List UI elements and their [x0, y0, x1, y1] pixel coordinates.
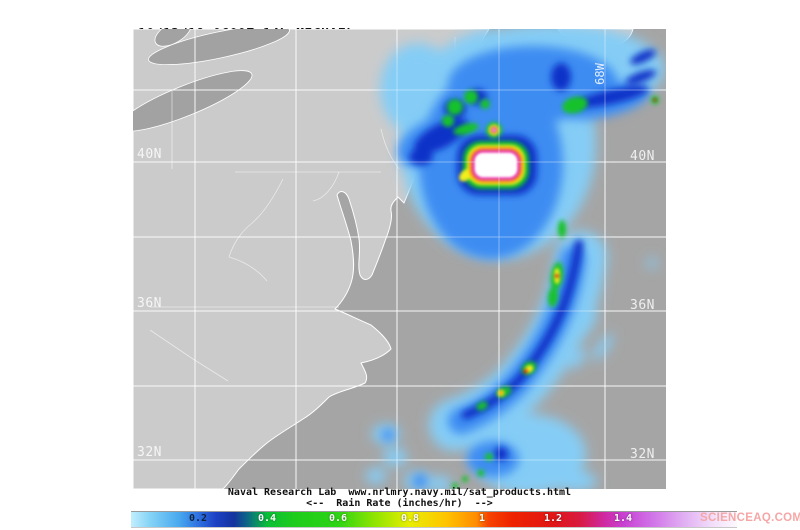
- lat-label-36n-right: 36N: [630, 298, 655, 313]
- lakes-layer: [133, 29, 290, 132]
- colorbar-tick-0.8: 0.8: [400, 513, 420, 524]
- colorbar-tick-1.2: 1.2: [543, 513, 563, 524]
- rain-rate-caption: <-- Rain Rate (inches/hr) -->: [306, 498, 493, 509]
- colorbar-tick-1: 1: [478, 513, 486, 524]
- satellite-rain-map: 40N 36N 32N 40N 36N 32N 68W: [133, 29, 666, 489]
- rain-rate-colorbar: 0.2 0.4 0.6 0.8 1 1.2 1.4: [131, 511, 737, 528]
- lat-label-32n-right: 32N: [630, 447, 655, 462]
- lat-label-36n-left: 36N: [137, 296, 162, 311]
- colorbar-tick-1.4: 1.4: [613, 513, 633, 524]
- lat-label-32n-left: 32N: [137, 445, 162, 460]
- lat-label-40n-right: 40N: [630, 149, 655, 164]
- map-svg: [133, 29, 666, 489]
- colorbar-tick-0.2: 0.2: [188, 513, 208, 524]
- watermark: SCIENCEAQ.COM: [700, 512, 800, 524]
- lon-label-68w: 68W: [593, 63, 607, 85]
- rain-overlay: [366, 29, 665, 489]
- rain-core-white: [475, 129, 517, 177]
- colorbar-tick-0.4: 0.4: [257, 513, 277, 524]
- credit-line: Naval Research Lab www.nrlmry.navy.mil/s…: [227, 487, 572, 498]
- colorbar-tick-0.6: 0.6: [328, 513, 348, 524]
- lat-label-40n-left: 40N: [137, 147, 162, 162]
- grid-over: [133, 29, 666, 489]
